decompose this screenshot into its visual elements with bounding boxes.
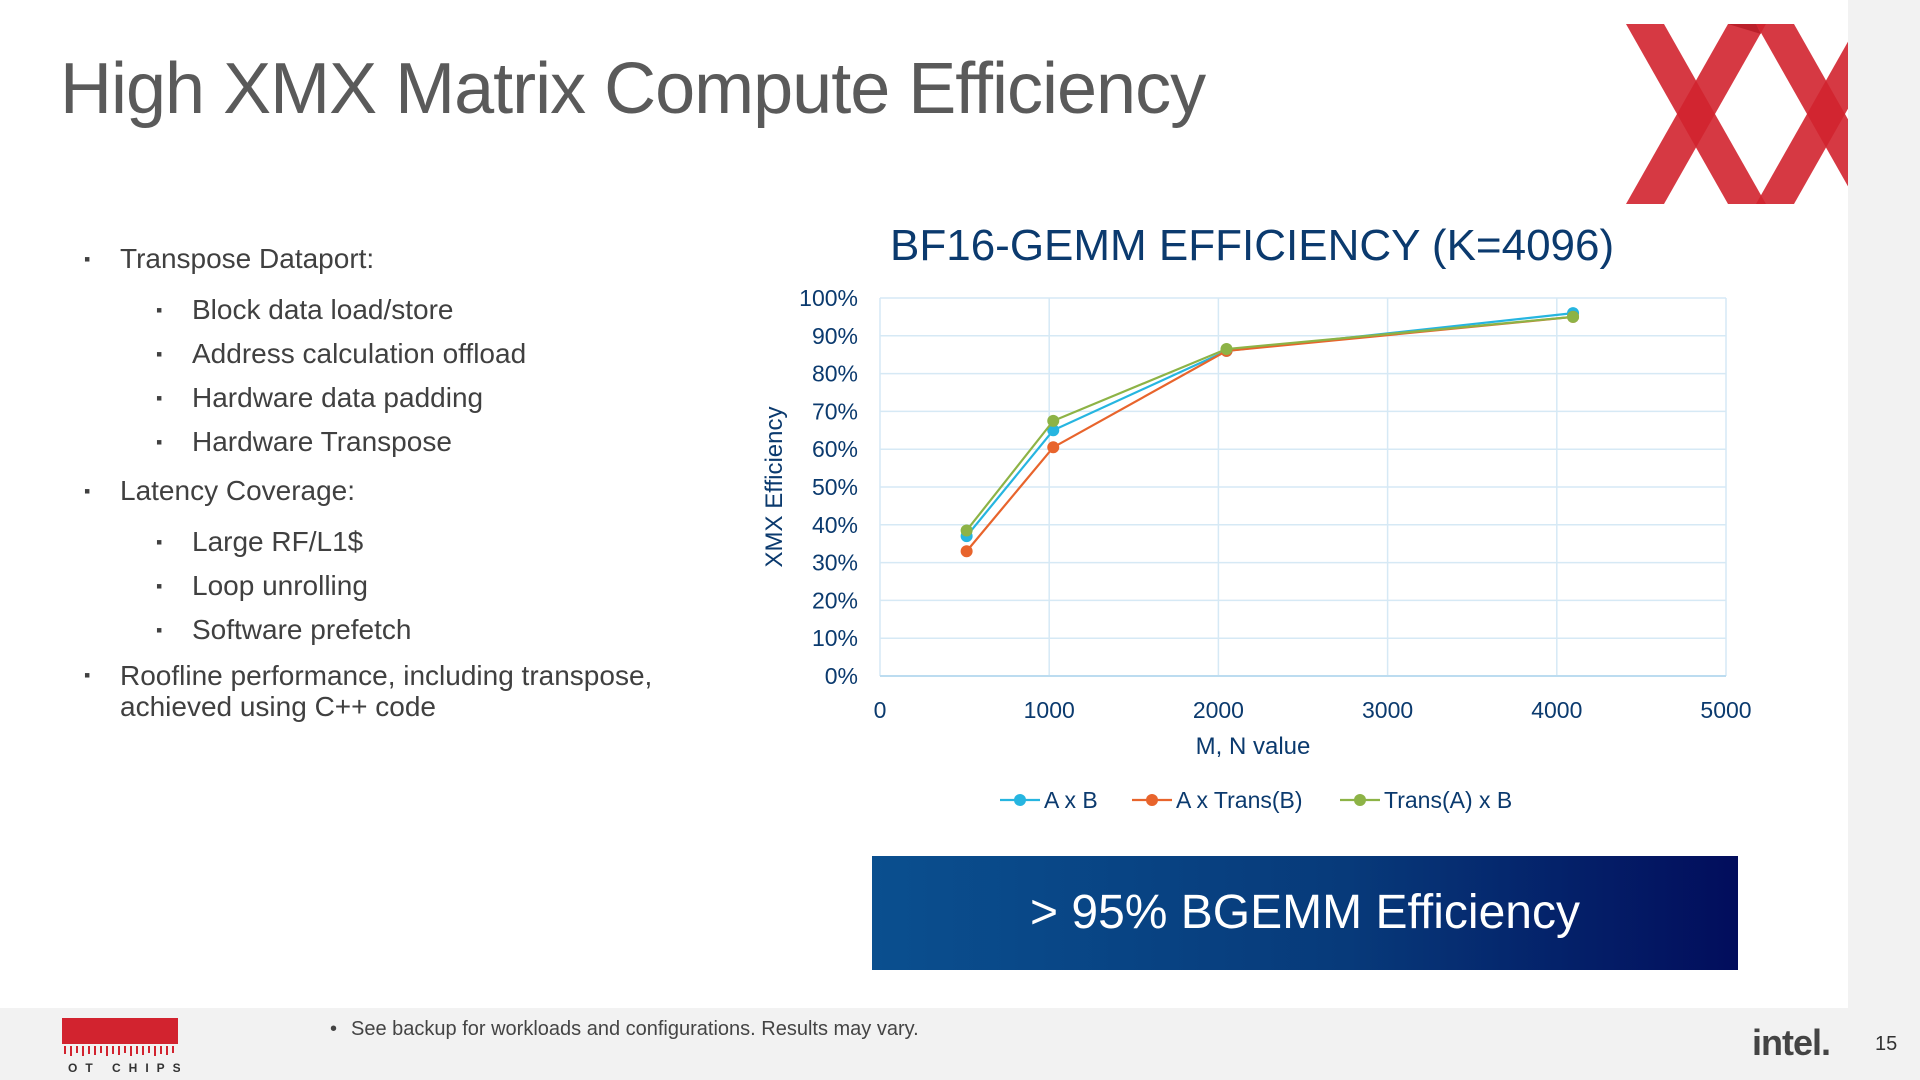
y-tick-label: 20% (812, 587, 858, 613)
y-tick-label: 10% (812, 625, 858, 651)
y-axis-label: XMX Efficiency (761, 407, 788, 568)
legend-label: A x Trans(B) (1176, 787, 1303, 813)
sub-bullet: Loop unrolling (84, 564, 724, 608)
intel-logo: intel. (1752, 1022, 1831, 1063)
y-tick-label: 100% (799, 285, 858, 311)
callout-banner: > 95% BGEMM Efficiency (872, 856, 1738, 970)
x-tick-label: 5000 (1700, 697, 1751, 723)
legend-label: A x B (1044, 787, 1098, 813)
data-point (1047, 424, 1060, 437)
chart-svg: BF16-GEMM EFFICIENCY (K=4096) 0% 10% 20% 30%… (761, 221, 1752, 813)
bullet-list: Transpose Dataport: Block data load/stor… (84, 240, 724, 722)
y-tick-label: 0% (825, 663, 858, 689)
data-point (1567, 310, 1580, 323)
y-tick-label: 80% (812, 361, 858, 387)
data-point (1047, 441, 1060, 454)
y-tick-label: 30% (812, 550, 858, 576)
hot-chips-logo-icon: HOT CHIPS (60, 1018, 180, 1074)
footer-bar (0, 1008, 1848, 1080)
bullet-transpose-dataport: Transpose Dataport: (84, 240, 724, 278)
right-margin-strip (1848, 0, 1920, 1080)
chart-title: BF16-GEMM EFFICIENCY (K=4096) (890, 221, 1614, 270)
x-axis-label: M, N value (1196, 733, 1311, 760)
sub-bullet: Address calculation offload (84, 332, 724, 376)
slide-title: High XMX Matrix Compute Efficiency (60, 49, 1206, 129)
legend-marker (1354, 794, 1366, 806)
legend-marker (1146, 794, 1158, 806)
x-tick-label: 3000 (1362, 697, 1413, 723)
x-tick-label: 1000 (1024, 697, 1075, 723)
data-point (1220, 343, 1233, 356)
x-tick-label: 0 (874, 697, 887, 723)
page-number: 15 (1875, 1033, 1898, 1055)
slide: High XMX Matrix Compute Efficiency Trans… (0, 0, 1848, 1008)
sub-bullet: Hardware data padding (84, 376, 724, 420)
sub-bullet: Large RF/L1$ (84, 520, 724, 564)
bullet-latency-coverage: Latency Coverage: (84, 472, 724, 510)
x-tick-label: 4000 (1531, 697, 1582, 723)
efficiency-chart: BF16-GEMM EFFICIENCY (K=4096) 0% 10% 20% 30%… (740, 210, 1780, 830)
data-point (960, 545, 973, 558)
hot-chips-logo-text: HOT CHIPS (60, 1061, 180, 1074)
data-point (960, 524, 973, 537)
data-point (1047, 414, 1060, 427)
x-tick-label: 2000 (1193, 697, 1244, 723)
sub-bullet: Hardware Transpose (84, 420, 724, 464)
y-tick-label: 50% (812, 474, 858, 500)
series-line-2 (965, 315, 1574, 532)
bullet-roofline: Roofline performance, including transpos… (84, 660, 724, 722)
legend-label: Trans(A) x B (1384, 787, 1512, 813)
legend-marker (1014, 794, 1026, 806)
y-tick-label: 90% (812, 323, 858, 349)
footnote: See backup for workloads and configurati… (330, 1018, 919, 1041)
y-tick-label: 60% (812, 436, 858, 462)
sub-bullet: Block data load/store (84, 288, 724, 332)
y-tick-label: 40% (812, 512, 858, 538)
y-tick-label: 70% (812, 398, 858, 424)
sub-bullet: Software prefetch (84, 608, 724, 652)
